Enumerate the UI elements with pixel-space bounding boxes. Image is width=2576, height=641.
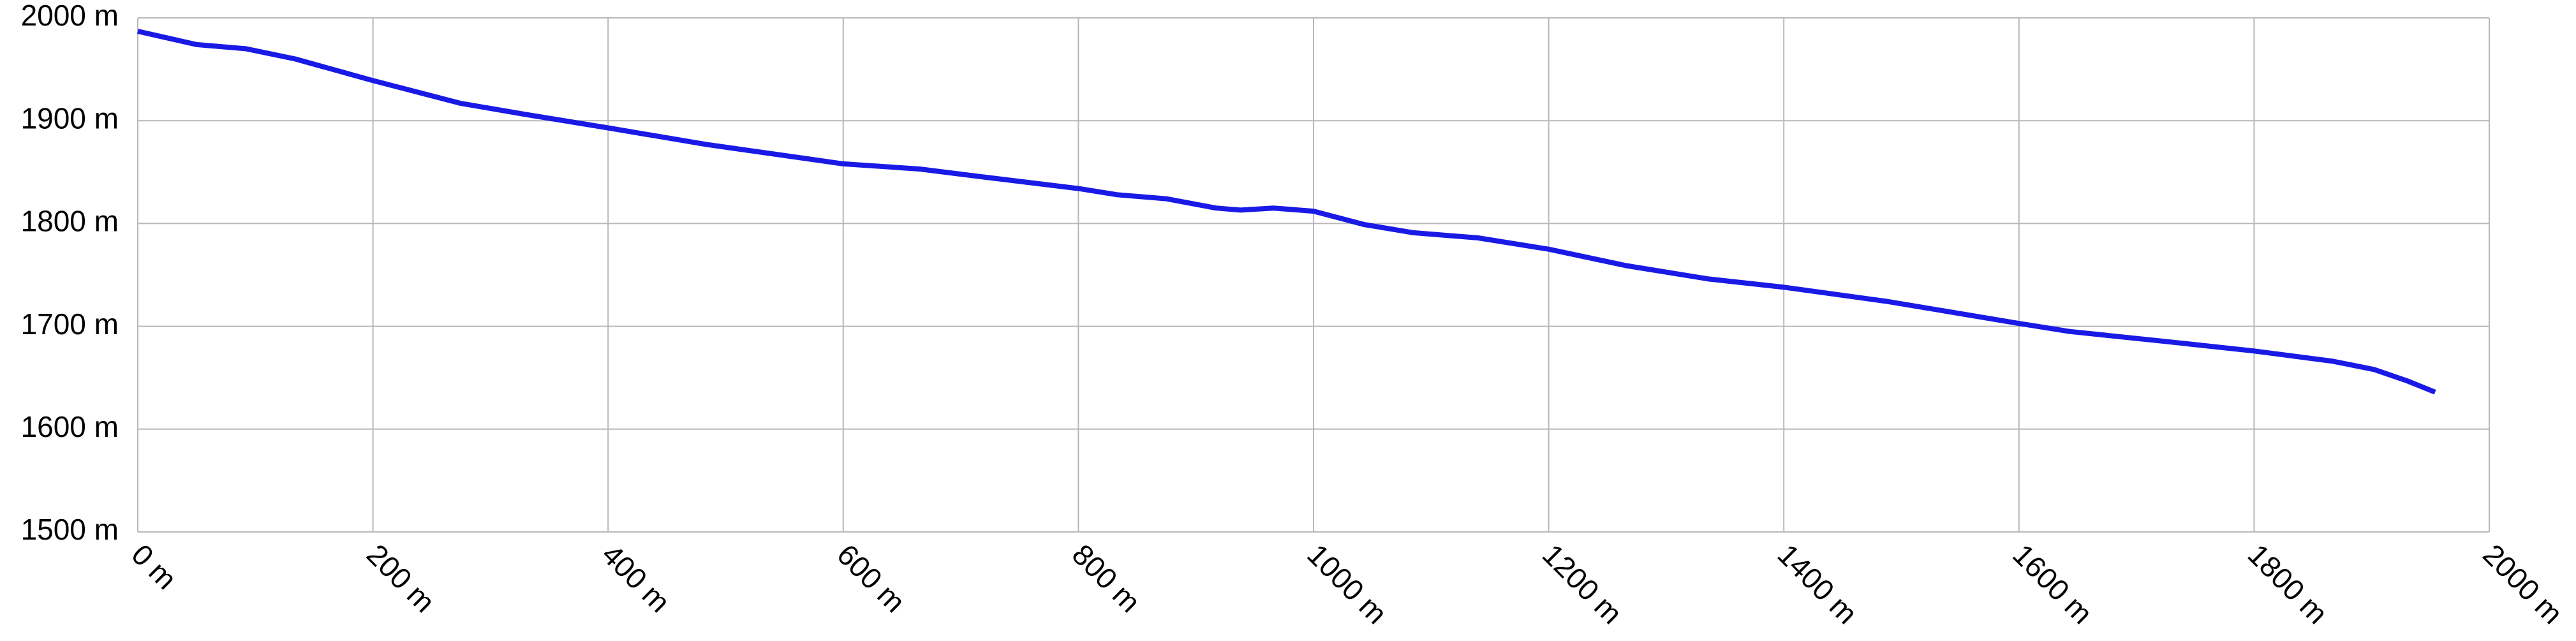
x-tick-label: 1400 m [1772,538,1864,630]
y-tick-label: 1800 m [21,205,119,238]
x-tick-label: 200 m [360,538,441,619]
x-tick-label: 1200 m [1536,538,1629,630]
y-tick-label: 2000 m [21,0,119,32]
x-tick-label: 1800 m [2242,538,2334,630]
y-tick-label: 1500 m [21,513,119,546]
x-tick-label: 0 m [125,538,183,596]
x-tick-label: 1600 m [2006,538,2099,630]
x-tick-label: 600 m [831,538,912,619]
elevation-line [137,29,2436,395]
x-tick-label: 800 m [1066,538,1147,619]
y-tick-label: 1700 m [21,307,119,341]
x-tick-label: 400 m [596,538,677,619]
y-tick-label: 1600 m [21,410,119,443]
y-tick-label: 1900 m [21,101,119,135]
x-tick-label: 2000 m [2476,538,2569,630]
x-tick-label: 1000 m [1301,538,1393,630]
